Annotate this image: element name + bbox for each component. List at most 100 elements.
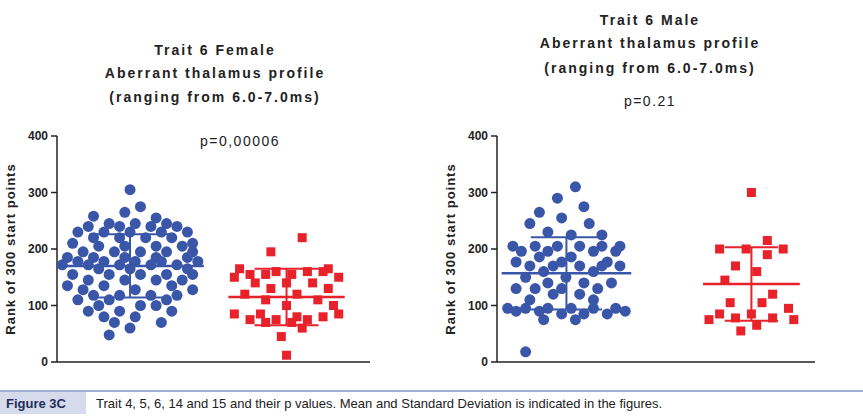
data-point [538, 314, 549, 325]
data-point [588, 303, 599, 314]
data-point [187, 284, 198, 295]
data-point [752, 267, 761, 276]
data-point [171, 290, 182, 301]
data-point [93, 241, 104, 252]
data-point [78, 246, 89, 257]
sd-cap [725, 320, 778, 322]
data-point [67, 269, 78, 280]
y-tick [491, 305, 497, 307]
data-point [83, 275, 94, 286]
x-axis [497, 361, 815, 363]
data-point [62, 280, 73, 291]
data-point [119, 275, 130, 286]
sd-bar [255, 269, 319, 326]
data-point [277, 332, 286, 341]
caption-label: Figure 3C [6, 396, 67, 411]
data-point [303, 315, 312, 324]
data-point [67, 238, 78, 249]
figure: Trait 6 Female Aberrant thalamus profile (… [0, 0, 863, 416]
data-point [524, 260, 535, 271]
data-point [145, 290, 156, 301]
sd-stem [565, 237, 567, 309]
data-point [266, 284, 275, 293]
p-value: p=0.21 [624, 93, 676, 109]
data-point [570, 181, 581, 192]
data-point [251, 278, 260, 287]
data-point [511, 306, 522, 317]
data-point [334, 309, 343, 318]
data-point [72, 227, 83, 238]
y-tick-label: 200 [28, 242, 48, 256]
data-point [83, 221, 94, 232]
data-point [256, 309, 265, 318]
sd-bar [89, 234, 170, 297]
y-tick-label: 400 [468, 129, 488, 143]
sd-cap [89, 297, 170, 299]
y-tick-label: 100 [468, 299, 488, 313]
chart: Trait 6 MaleAberrant thalamus profile(ra… [443, 12, 815, 369]
sd-bar [725, 247, 778, 320]
data-point [524, 218, 535, 229]
data-point [736, 326, 745, 335]
data-point [161, 246, 172, 257]
data-point [319, 312, 328, 321]
y-tick-label: 0 [41, 355, 48, 369]
sd-cap [255, 268, 319, 270]
caption-text: Trait 4, 5, 6, 14 and 15 and their p val… [96, 396, 662, 411]
data-point [715, 245, 724, 254]
sd-bar [531, 237, 602, 309]
data-point [156, 227, 167, 238]
y-tick-label: 200 [468, 242, 488, 256]
data-point [83, 306, 94, 317]
data-point [272, 315, 281, 324]
data-point [161, 294, 172, 305]
data-point [135, 246, 146, 257]
chart-title: Trait 6 Female [154, 42, 275, 58]
data-point [130, 284, 141, 295]
chart: Trait 6 Female Aberrant thalamus profile (… [3, 42, 370, 369]
y-axis-label: Rank of 300 start points [3, 163, 18, 334]
chart-subtitle: Aberrant thalamus profile [105, 65, 325, 81]
data-point [151, 241, 162, 252]
sd-cap [531, 236, 602, 238]
data-point [329, 301, 338, 310]
data-point [114, 306, 125, 317]
data-point [88, 211, 99, 222]
data-point [119, 241, 130, 252]
data-point [166, 306, 177, 317]
y-tick [51, 248, 57, 250]
data-point [235, 264, 244, 273]
y-tick [51, 135, 57, 137]
data-point [530, 241, 541, 252]
data-point [125, 323, 136, 334]
data-point [758, 298, 767, 307]
data-point [230, 273, 239, 282]
data-point [156, 317, 167, 328]
data-point [548, 260, 559, 271]
data-point [588, 246, 599, 257]
plot-area [502, 181, 800, 357]
sd-cap [89, 233, 170, 235]
data-point [114, 221, 125, 232]
data-point [763, 250, 772, 259]
data-point [752, 321, 761, 330]
data-point [715, 309, 724, 318]
y-tick-label: 300 [28, 186, 48, 200]
data-point [109, 246, 120, 257]
data-point [88, 290, 99, 301]
data-point [768, 290, 777, 299]
data-point [548, 289, 559, 300]
data-point [552, 241, 563, 252]
data-point [166, 280, 177, 291]
data-point [104, 294, 115, 305]
data-point [606, 277, 617, 288]
data-point [119, 207, 130, 218]
sd-stem [750, 247, 752, 320]
data-point [784, 304, 793, 313]
chart-title: Trait 6 Male [600, 12, 700, 28]
y-tick [491, 192, 497, 194]
data-point [287, 270, 296, 279]
chart-subtitle: (ranging from 6.0-7.0ms) [109, 89, 320, 105]
data-point [610, 246, 621, 257]
y-tick [491, 361, 497, 363]
